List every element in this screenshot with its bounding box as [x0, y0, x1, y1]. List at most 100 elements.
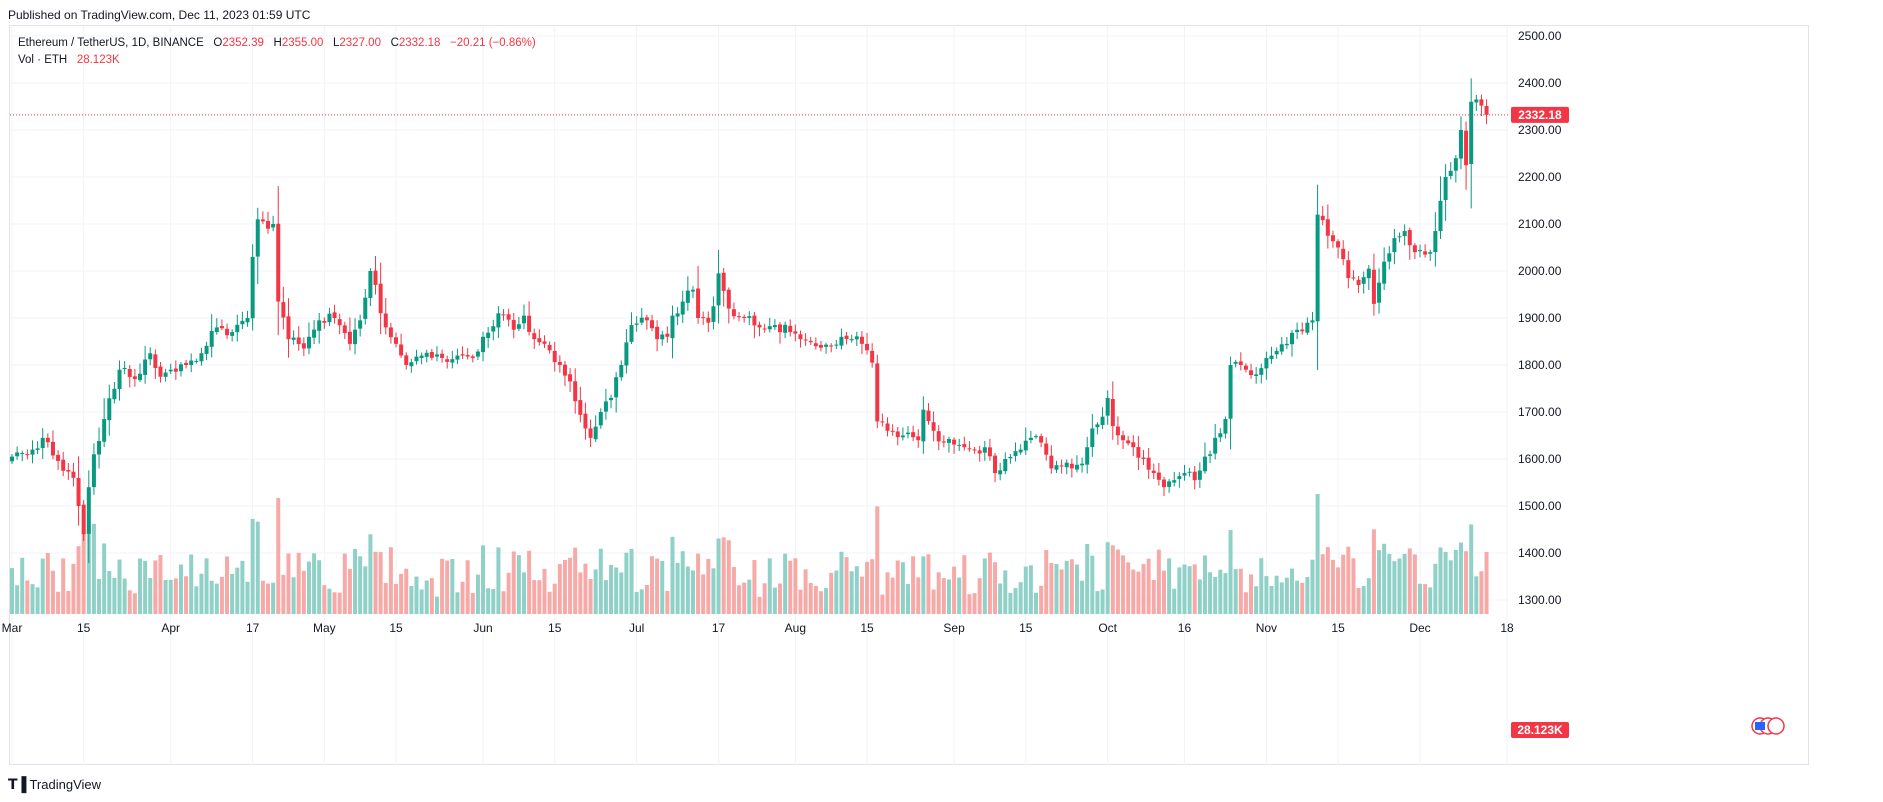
candle-body[interactable] — [1366, 268, 1371, 279]
candle-body[interactable] — [107, 398, 112, 421]
candle-body[interactable] — [793, 331, 798, 334]
candle-body[interactable] — [117, 369, 122, 390]
candle-body[interactable] — [1428, 252, 1433, 254]
candle-body[interactable] — [97, 440, 102, 455]
candle-body[interactable] — [557, 361, 562, 365]
candle-body[interactable] — [1141, 457, 1146, 459]
candle-body[interactable] — [1080, 463, 1085, 466]
footer-brand[interactable]: 𝗧▐ TradingView — [8, 776, 101, 793]
candle-body[interactable] — [1085, 447, 1090, 465]
candle-body[interactable] — [1059, 465, 1064, 467]
candle-body[interactable] — [1402, 231, 1407, 237]
candle-body[interactable] — [1146, 457, 1151, 470]
candle-body[interactable] — [337, 319, 342, 326]
candle-body[interactable] — [578, 400, 583, 415]
candle-body[interactable] — [747, 316, 752, 318]
candle-body[interactable] — [1044, 443, 1049, 455]
candle-body[interactable] — [230, 332, 235, 336]
candle-body[interactable] — [731, 309, 736, 317]
time-axis[interactable]: Mar 15 Apr 17 May 15 Jun 15 Jul 17 Aug 15 Sep 15 Oct 16… — [2, 621, 1514, 635]
candle-body[interactable] — [1121, 435, 1126, 441]
economic-events-icon[interactable] — [1751, 717, 1785, 735]
candle-body[interactable] — [306, 336, 311, 349]
candle-body[interactable] — [987, 447, 992, 457]
candle-body[interactable] — [71, 471, 76, 478]
candle-body[interactable] — [762, 328, 767, 330]
candle-body[interactable] — [532, 333, 537, 340]
candle-body[interactable] — [368, 271, 373, 299]
candle-body[interactable] — [1172, 480, 1177, 483]
candle-body[interactable] — [1182, 473, 1187, 476]
candle-body[interactable] — [588, 428, 593, 438]
candle-body[interactable] — [281, 302, 286, 318]
candle-body[interactable] — [1208, 454, 1213, 456]
candle-body[interactable] — [178, 364, 183, 372]
candle-body[interactable] — [1341, 248, 1346, 260]
candle-body[interactable] — [516, 324, 521, 329]
candle-body[interactable] — [1336, 241, 1341, 248]
candle-body[interactable] — [1392, 238, 1397, 253]
candle-body[interactable] — [496, 313, 501, 328]
candle-body[interactable] — [1162, 479, 1166, 488]
candle-body[interactable] — [542, 341, 547, 344]
candle-body[interactable] — [383, 313, 388, 328]
candle-body[interactable] — [711, 306, 716, 322]
candle-body[interactable] — [972, 449, 977, 451]
candle-body[interactable] — [491, 326, 496, 332]
candle-body[interactable] — [1090, 428, 1095, 448]
candle-body[interactable] — [127, 369, 132, 377]
candle-body[interactable] — [552, 350, 557, 363]
candle-body[interactable] — [757, 324, 762, 328]
candle-body[interactable] — [1448, 170, 1453, 177]
candle-body[interactable] — [1325, 219, 1330, 236]
candle-body[interactable] — [429, 351, 434, 358]
candle-body[interactable] — [158, 366, 163, 377]
candle-body[interactable] — [614, 377, 619, 398]
candle-body[interactable] — [829, 345, 834, 347]
candle-body[interactable] — [394, 337, 398, 344]
candle-body[interactable] — [1305, 322, 1310, 333]
candle-body[interactable] — [1039, 436, 1044, 443]
candle-body[interactable] — [993, 455, 998, 474]
candle-body[interactable] — [690, 289, 695, 292]
candle-body[interactable] — [1069, 463, 1074, 469]
candle-body[interactable] — [56, 454, 61, 461]
candle-body[interactable] — [424, 352, 429, 357]
candle-body[interactable] — [189, 360, 194, 365]
candle-body[interactable] — [291, 337, 296, 340]
candle-body[interactable] — [1458, 130, 1463, 159]
candle-body[interactable] — [301, 343, 306, 349]
candle-body[interactable] — [153, 354, 158, 368]
candle-body[interactable] — [772, 325, 777, 328]
candle-body[interactable] — [936, 431, 941, 442]
candle-body[interactable] — [486, 332, 491, 339]
candle-body[interactable] — [962, 444, 967, 448]
candle-body[interactable] — [204, 345, 209, 354]
symbol-label[interactable]: Ethereum / TetherUS, 1D, BINANCE — [18, 37, 204, 49]
candle-body[interactable] — [245, 318, 250, 323]
candle-body[interactable] — [808, 340, 813, 343]
candle-body[interactable] — [102, 419, 107, 442]
candle-body[interactable] — [1100, 416, 1105, 425]
candle-body[interactable] — [1228, 365, 1233, 419]
candle-body[interactable] — [1177, 476, 1182, 480]
candle-body[interactable] — [982, 447, 987, 453]
candle-body[interactable] — [1438, 200, 1443, 232]
candle-body[interactable] — [1290, 332, 1294, 345]
candle-body[interactable] — [312, 329, 317, 338]
candle-body[interactable] — [788, 325, 793, 333]
candle-body[interactable] — [342, 325, 347, 334]
candle-body[interactable] — [501, 314, 506, 316]
candle-body[interactable] — [86, 487, 91, 534]
candle-body[interactable] — [445, 359, 450, 362]
candle-body[interactable] — [573, 381, 578, 402]
candle-body[interactable] — [327, 313, 332, 323]
candle-body[interactable] — [40, 437, 45, 448]
candle-body[interactable] — [696, 288, 701, 318]
candle-body[interactable] — [522, 315, 526, 324]
candle-body[interactable] — [434, 354, 439, 357]
candle-body[interactable] — [240, 320, 245, 325]
candle-body[interactable] — [138, 373, 142, 381]
candle-body[interactable] — [209, 330, 214, 347]
candle-body[interactable] — [373, 270, 378, 285]
